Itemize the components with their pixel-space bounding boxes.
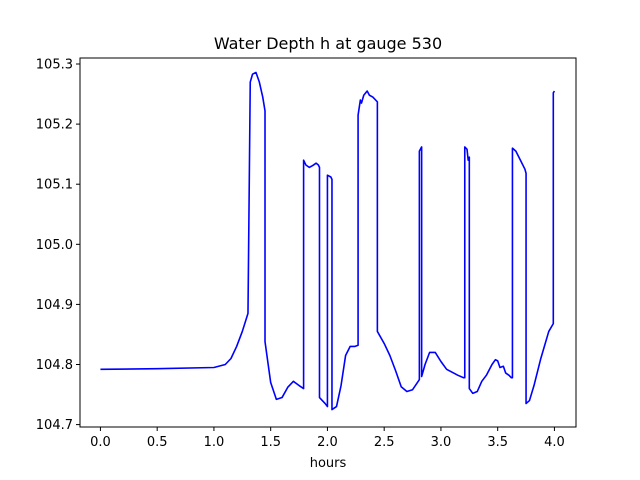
x-tick-label: 4.0 <box>544 435 565 450</box>
y-tick-label: 104.7 <box>36 418 73 433</box>
plot-frame <box>79 57 577 428</box>
x-axis: 0.0 0.5 1.0 1.5 2.0 2.5 3.0 3.5 4.0 <box>90 427 565 450</box>
y-tick-label: 104.8 <box>36 358 73 373</box>
y-tick-label: 104.9 <box>36 298 73 313</box>
chart-title: Water Depth h at gauge 530 <box>214 34 442 53</box>
y-tick-label: 105.1 <box>36 178 73 193</box>
y-tick-label: 105.2 <box>36 118 73 133</box>
x-tick-label: 1.0 <box>204 435 225 450</box>
plot-area <box>79 57 577 428</box>
x-tick-label: 3.0 <box>431 435 452 450</box>
series-line-0 <box>100 71 556 411</box>
x-tick-label: 2.5 <box>374 435 395 450</box>
x-tick-label: 0.0 <box>90 435 111 450</box>
x-tick-label: 0.5 <box>147 435 168 450</box>
y-tick-label: 105.3 <box>36 58 73 73</box>
y-axis: 104.7 104.8 104.9 105.0 105.1 105.2 105.3 <box>36 58 80 433</box>
x-axis-label: hours <box>310 456 347 471</box>
x-tick-label: 1.5 <box>260 435 281 450</box>
x-tick-label: 3.5 <box>487 435 508 450</box>
x-tick-label: 2.0 <box>317 435 338 450</box>
series-layer <box>100 71 556 411</box>
y-tick-label: 105.0 <box>36 238 73 253</box>
